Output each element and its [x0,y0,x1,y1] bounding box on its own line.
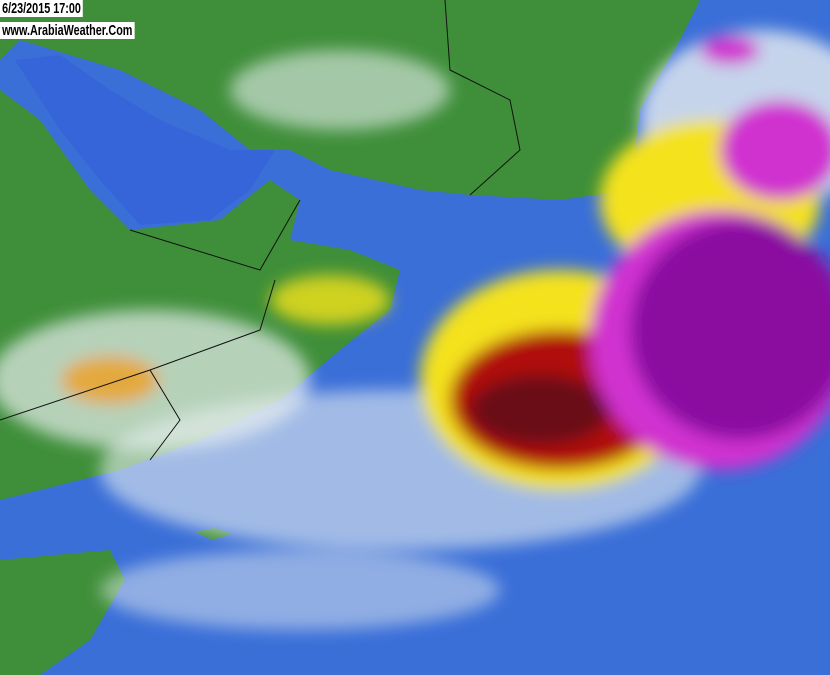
persian-gulf [15,55,275,225]
cloud-cover [0,30,830,630]
borders [0,0,521,461]
website-watermark: www.ArabiaWeather.Com [0,22,135,39]
timestamp-label: 6/23/2015 17:00 [0,0,83,17]
